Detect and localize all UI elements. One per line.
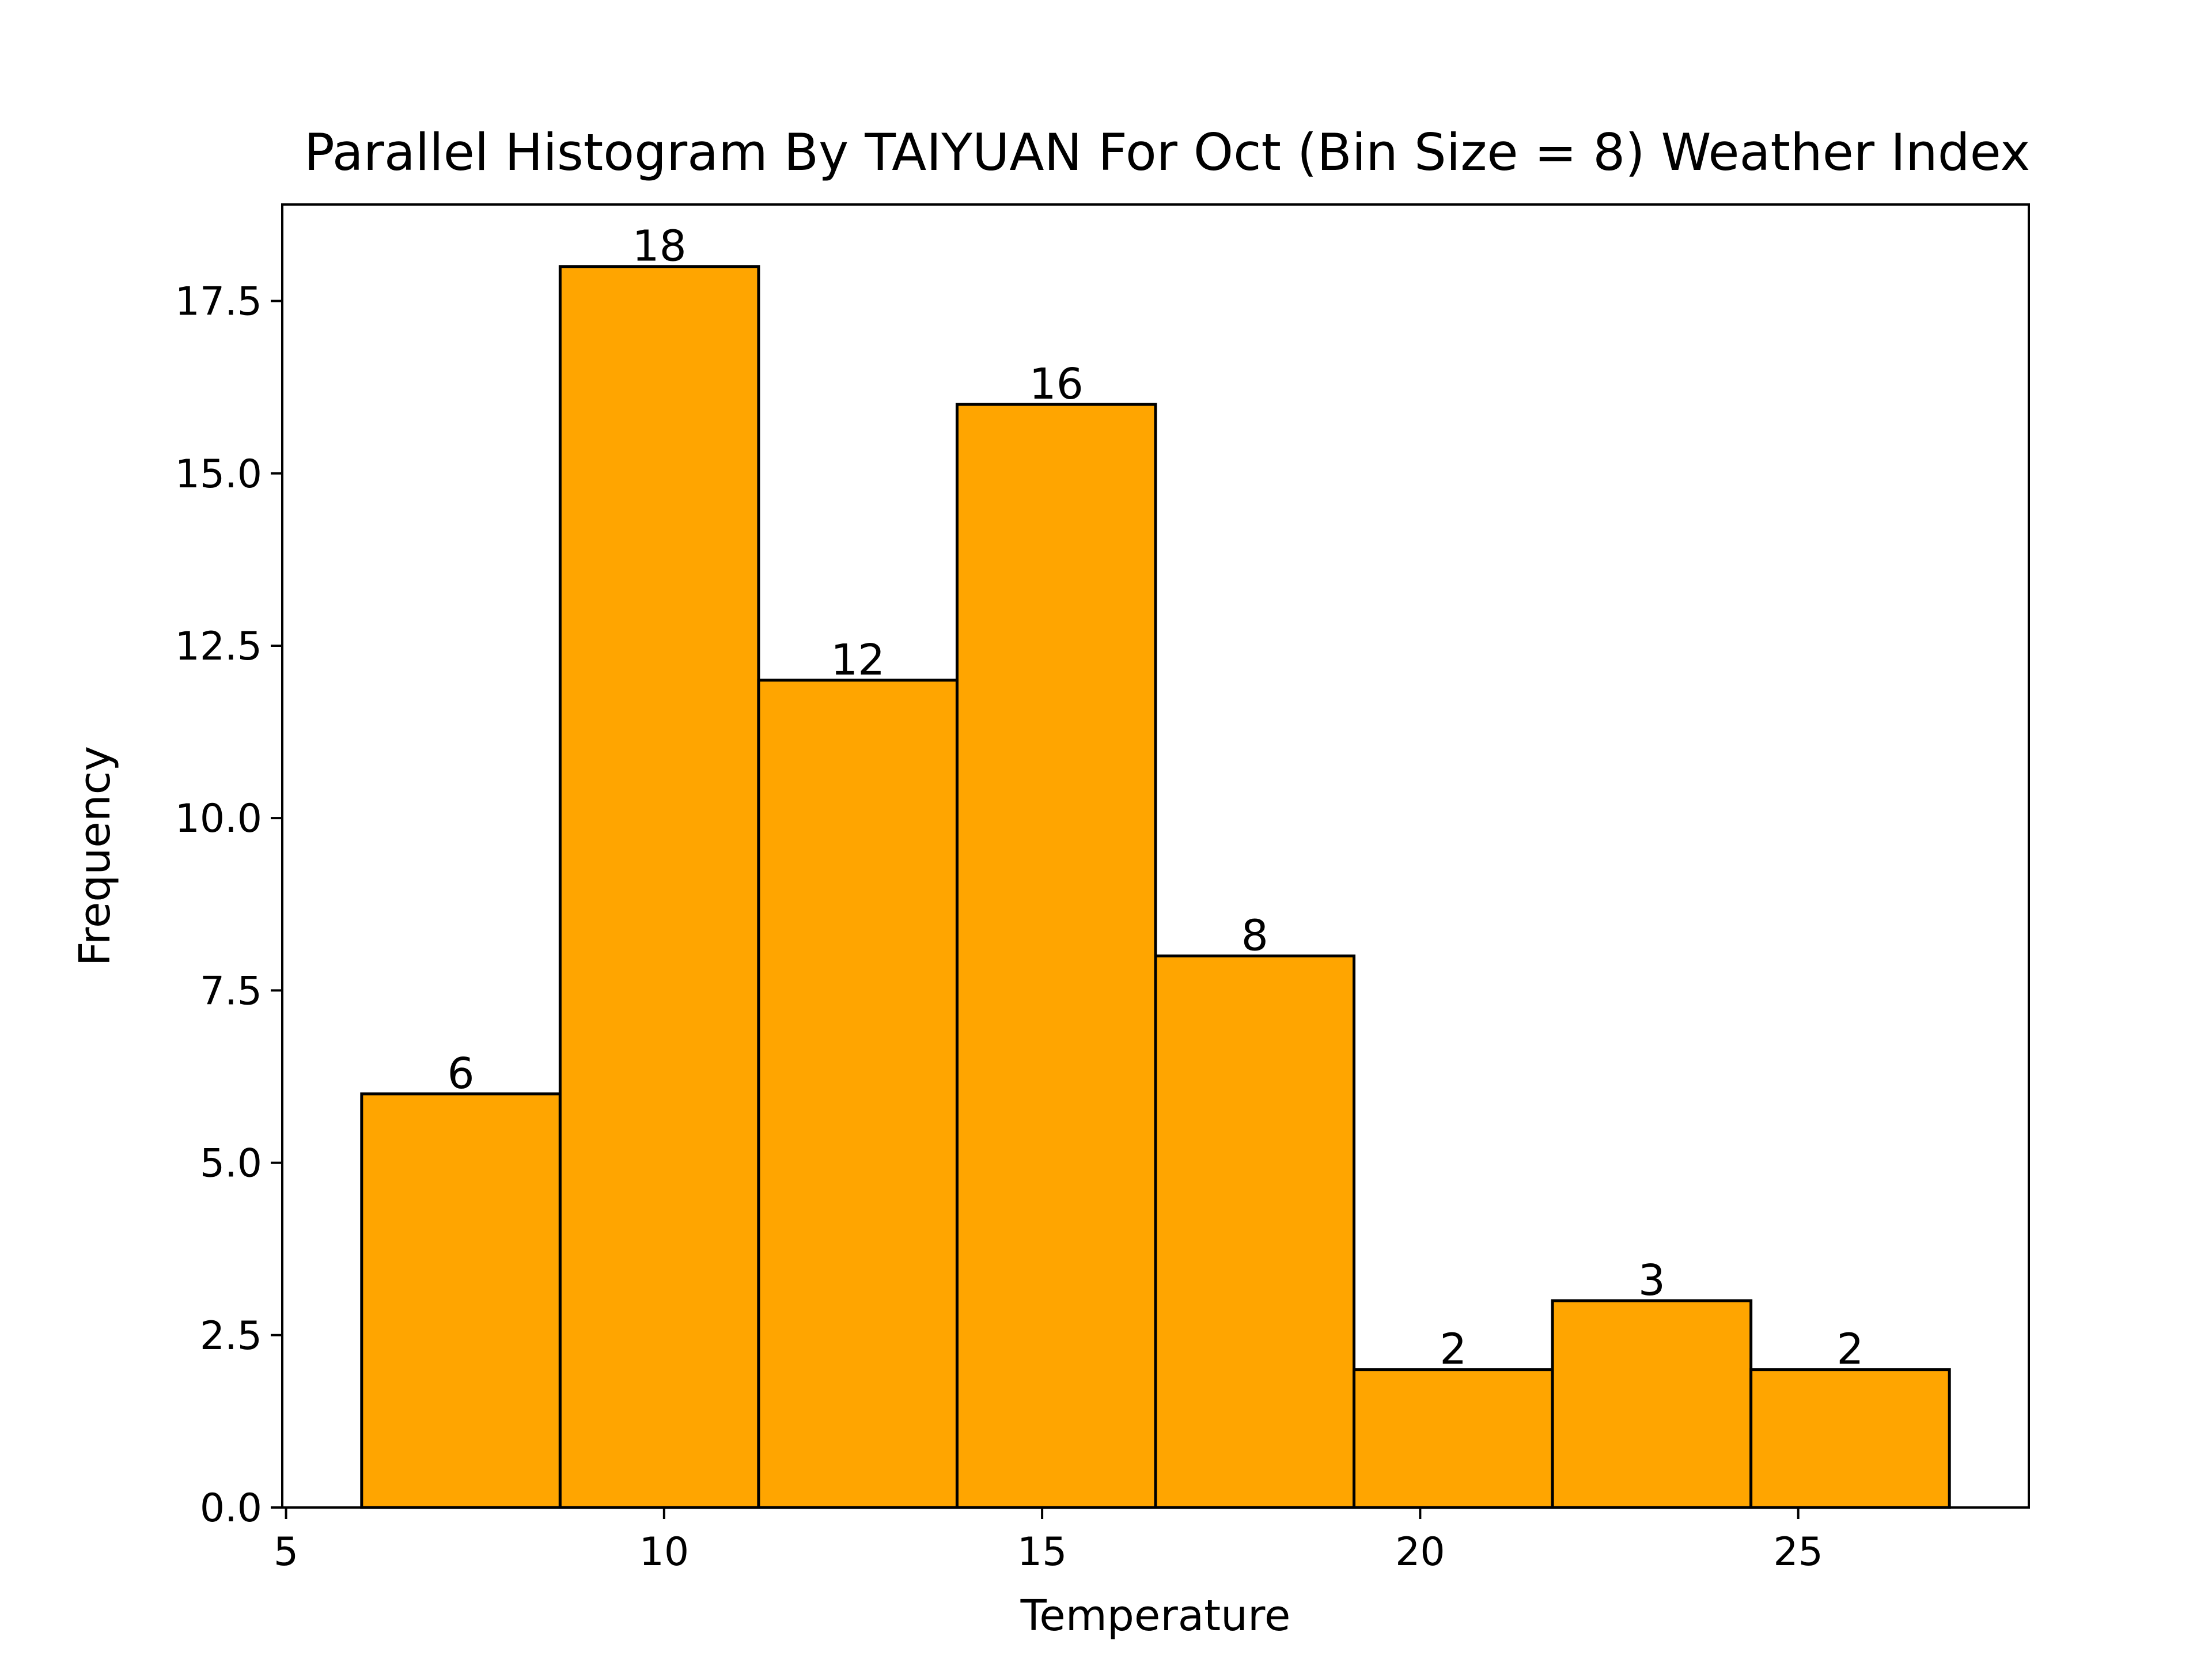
- x-tick-label: 5: [274, 1529, 298, 1575]
- x-tick-label: 15: [1017, 1529, 1067, 1575]
- y-tick-label: 12.5: [175, 624, 262, 669]
- bars-layer: [360, 265, 1951, 1509]
- y-tick-label: 10.0: [175, 796, 262, 842]
- y-axis-ticks: 0.0 2.5 5.0 7.5 10.0 12.5 15.0 17.5: [175, 279, 282, 1531]
- y-tick-label: 17.5: [175, 279, 262, 325]
- bar-value-label: 16: [1029, 359, 1084, 409]
- x-axis-label: Temperature: [1020, 1591, 1291, 1641]
- x-tick-label: 10: [639, 1529, 690, 1575]
- bar-value-label: 6: [448, 1049, 475, 1099]
- bar-value-label: 8: [1241, 911, 1268, 961]
- histogram-bar: [558, 265, 760, 1509]
- y-axis-label: Frequency: [70, 746, 120, 966]
- histogram-bar: [1154, 955, 1356, 1509]
- histogram-bar: [360, 1092, 562, 1509]
- x-tick-label: 25: [1773, 1529, 1823, 1575]
- y-tick-label: 7.5: [200, 968, 262, 1014]
- histogram-bar: [955, 403, 1157, 1509]
- histogram-bar: [1749, 1368, 1951, 1509]
- y-tick-label: 15.0: [175, 452, 262, 497]
- chart-title: Parallel Histogram By TAIYUAN For Oct (B…: [304, 123, 2031, 182]
- bar-value-label: 3: [1638, 1256, 1665, 1305]
- bar-value-label: 2: [1836, 1325, 1863, 1374]
- bar-value-label: 12: [831, 635, 885, 685]
- histogram-bar: [1353, 1368, 1554, 1509]
- x-axis-ticks: 5 10 15 20 25: [274, 1508, 1823, 1575]
- bar-value-label: 18: [632, 222, 687, 271]
- axes-layer: [281, 203, 2030, 1509]
- y-tick-label: 5.0: [200, 1141, 262, 1187]
- y-tick-label: 0.0: [200, 1486, 262, 1531]
- histogram-bar: [1551, 1299, 1753, 1509]
- y-tick-label: 2.5: [200, 1313, 262, 1359]
- bar-labels-layer: 6 18 12 16 8 2 3 2: [448, 222, 1864, 1374]
- histogram-bar: [757, 679, 959, 1509]
- x-tick-label: 20: [1395, 1529, 1445, 1575]
- plot-frame: [281, 203, 2030, 1509]
- bar-value-label: 2: [1440, 1325, 1467, 1374]
